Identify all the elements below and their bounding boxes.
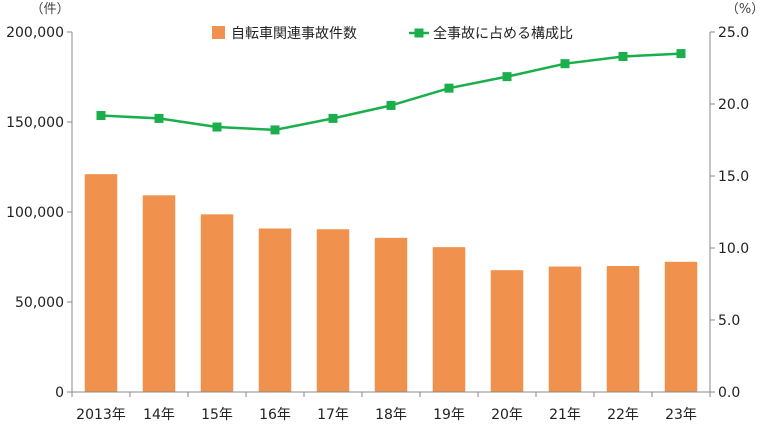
bar bbox=[316, 229, 350, 392]
line-point bbox=[676, 49, 686, 59]
right-tick-label: 10.0 bbox=[718, 241, 749, 257]
bar bbox=[548, 266, 582, 392]
bar bbox=[142, 195, 176, 392]
legend-line-marker bbox=[414, 28, 424, 38]
x-tick-label: 18年 bbox=[375, 407, 407, 423]
legend: 自転車関連事故件数 全事故に占める構成比 bbox=[212, 25, 573, 42]
bar bbox=[374, 237, 408, 392]
right-tick-label: 5.0 bbox=[718, 313, 740, 329]
bar bbox=[664, 261, 698, 392]
x-tick-label: 2013年 bbox=[76, 407, 126, 423]
line-point bbox=[328, 113, 338, 123]
bar bbox=[490, 270, 524, 392]
left-tick-label: 0 bbox=[55, 385, 64, 401]
x-tick-label: 15年 bbox=[201, 407, 233, 423]
legend-bar-label: 自転車関連事故件数 bbox=[231, 25, 357, 42]
line-point bbox=[560, 59, 570, 69]
line-point bbox=[444, 83, 454, 93]
line-point bbox=[154, 113, 164, 123]
ratio-line bbox=[100, 52, 682, 132]
x-tick-label: 23年 bbox=[665, 407, 697, 423]
line-point bbox=[502, 72, 512, 82]
right-tick-label: 15.0 bbox=[718, 169, 749, 185]
right-tick-label: 20.0 bbox=[718, 97, 749, 113]
right-tick-label: 25.0 bbox=[718, 25, 749, 41]
legend-line-label: 全事故に占める構成比 bbox=[433, 25, 573, 42]
left-axis-unit: （件） bbox=[30, 2, 69, 17]
left-tick-label: 150,000 bbox=[6, 115, 64, 131]
bar bbox=[258, 228, 292, 392]
bar bbox=[200, 214, 234, 392]
right-axis-unit: （%） bbox=[726, 2, 760, 17]
line-point bbox=[96, 111, 106, 121]
x-tick-label: 21年 bbox=[549, 407, 581, 423]
left-tick-label: 50,000 bbox=[15, 295, 64, 311]
x-tick-label: 20年 bbox=[491, 407, 523, 423]
bar bbox=[432, 247, 466, 392]
line-point bbox=[212, 122, 222, 132]
bar bbox=[606, 266, 640, 392]
line-series bbox=[96, 49, 686, 135]
axes: 0 50,000 100,000 150,000 200,000 0.0 5.0 10.0 15… bbox=[6, 2, 760, 423]
x-tick-label: 17年 bbox=[317, 407, 349, 423]
line-point bbox=[618, 51, 628, 61]
left-tick-label: 100,000 bbox=[6, 205, 64, 221]
x-tick-label: 14年 bbox=[143, 407, 175, 423]
legend-bar-swatch bbox=[212, 26, 225, 39]
right-tick-label: 0.0 bbox=[718, 385, 740, 401]
x-tick-label: 22年 bbox=[607, 407, 639, 423]
x-tick-label: 16年 bbox=[259, 407, 291, 423]
bar-series bbox=[84, 174, 698, 392]
line-point bbox=[386, 100, 396, 110]
bar bbox=[84, 174, 118, 392]
line-point bbox=[270, 125, 280, 135]
left-tick-label: 200,000 bbox=[6, 25, 64, 41]
x-tick-label: 19年 bbox=[433, 407, 465, 423]
